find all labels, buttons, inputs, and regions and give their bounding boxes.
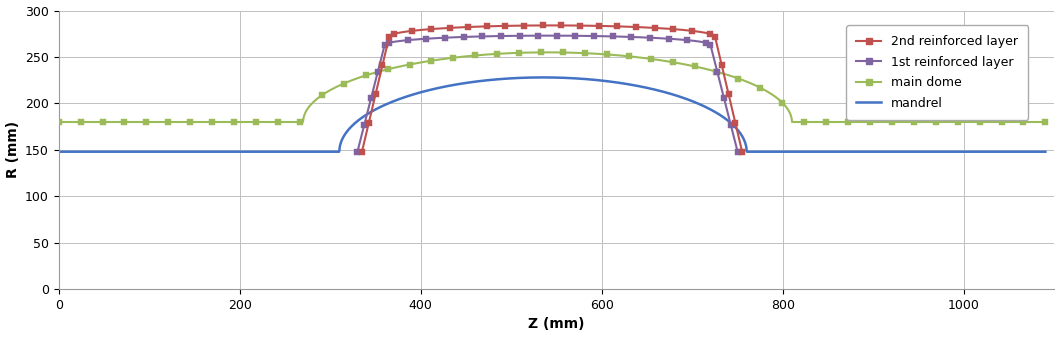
Y-axis label: R (mm): R (mm) — [5, 121, 19, 178]
Legend: 2nd reinforced layer, 1st reinforced layer, main dome, mandrel: 2nd reinforced layer, 1st reinforced lay… — [846, 25, 1028, 120]
X-axis label: Z (mm): Z (mm) — [528, 317, 585, 332]
